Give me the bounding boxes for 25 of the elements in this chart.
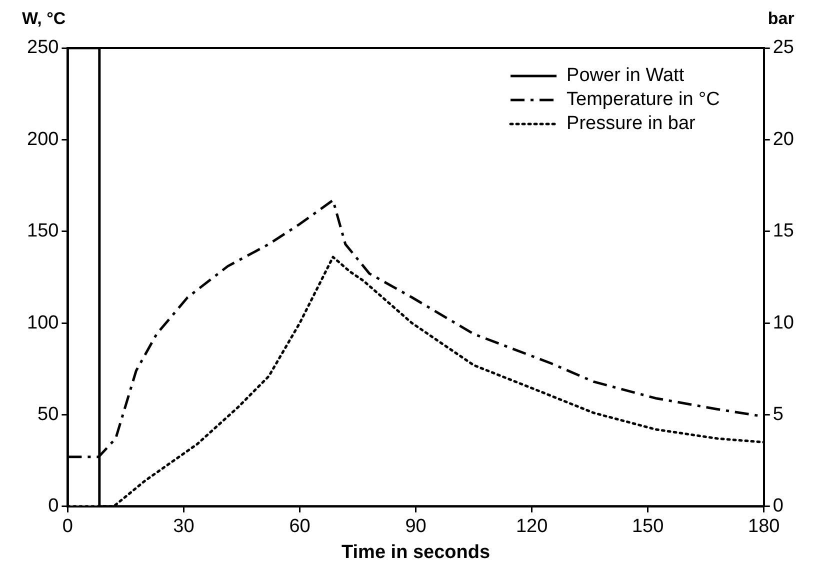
y-tick-label: 150 xyxy=(27,220,59,242)
x-tick-label: 30 xyxy=(173,516,194,538)
x-tick-label: 90 xyxy=(405,516,426,538)
x-tick-label: 60 xyxy=(289,516,310,538)
x-axis-title: Time in seconds xyxy=(342,542,490,563)
y2-tick-label: 15 xyxy=(772,220,794,242)
y2-tick-label: 0 xyxy=(772,496,784,517)
y-tick-label: 250 xyxy=(27,37,59,58)
legend-label: Pressure in bar xyxy=(566,113,696,134)
y-tick-label: 0 xyxy=(48,496,59,517)
x-tick-label: 0 xyxy=(62,516,73,538)
legend-label: Temperature in °C xyxy=(566,89,720,110)
y2-tick-label: 25 xyxy=(772,37,794,58)
legend-label: Power in Watt xyxy=(566,65,685,86)
x-tick-label: 120 xyxy=(516,516,548,538)
y2-tick-label: 5 xyxy=(772,404,784,425)
y2-axis-title: bar xyxy=(768,9,795,28)
x-tick-label: 150 xyxy=(632,516,664,538)
x-tick-label: 180 xyxy=(748,516,780,538)
y-tick-label: 50 xyxy=(38,404,59,425)
y-tick-label: 200 xyxy=(27,128,59,150)
y2-tick-label: 20 xyxy=(772,128,794,150)
y2-tick-label: 10 xyxy=(772,312,794,334)
y-tick-label: 100 xyxy=(27,312,59,334)
y-axis-title: W, °C xyxy=(22,9,66,28)
